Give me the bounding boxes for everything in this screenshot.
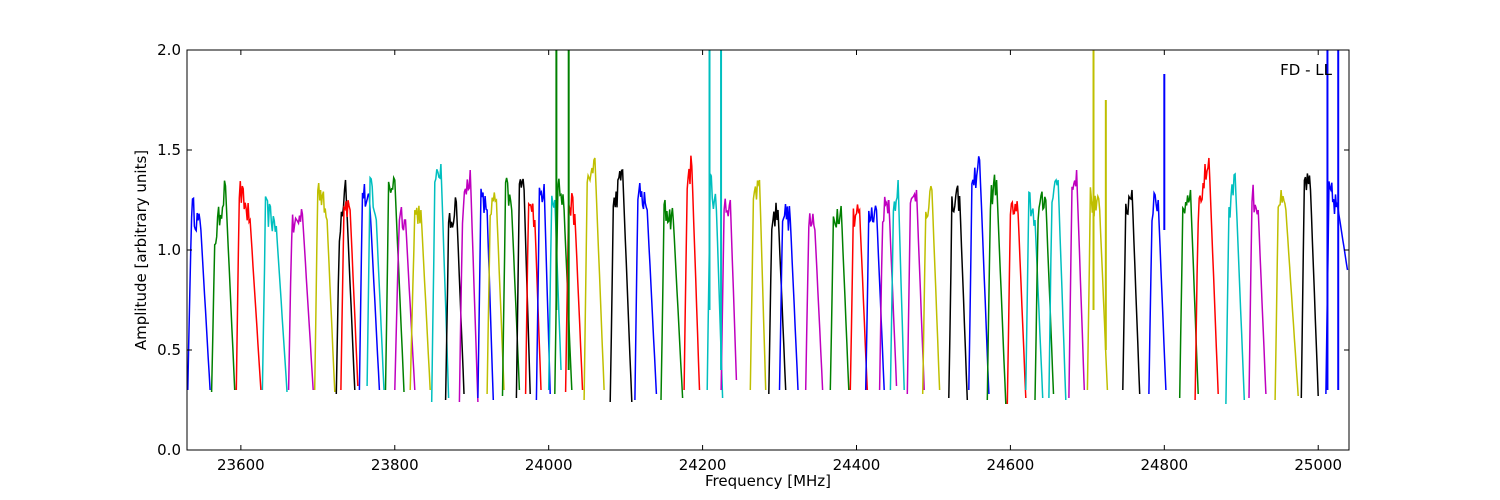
series-line-55 bbox=[1194, 157, 1219, 401]
x-axis-label: Frequency [MHz] bbox=[705, 472, 831, 490]
series-line-53 bbox=[1148, 190, 1167, 395]
series-line-22 bbox=[547, 195, 562, 391]
y-tick-label-3: 1.5 bbox=[157, 141, 181, 159]
series-line-17 bbox=[486, 192, 505, 395]
series-line-2 bbox=[235, 181, 262, 391]
y-tick-label-0: 0.0 bbox=[157, 441, 181, 459]
series-line-33 bbox=[768, 202, 787, 395]
x-tick-label-0: 23600 bbox=[217, 456, 265, 474]
series-line-12 bbox=[409, 205, 431, 391]
series-line-59 bbox=[1300, 173, 1319, 399]
series-line-29 bbox=[683, 155, 701, 391]
series-line-43 bbox=[948, 185, 969, 401]
series-line-45 bbox=[986, 174, 1007, 405]
series-line-25 bbox=[583, 157, 605, 401]
series-line-0 bbox=[187, 196, 211, 391]
series-line-5 bbox=[313, 183, 336, 393]
series-line-13 bbox=[430, 163, 450, 403]
series-line-57 bbox=[1248, 184, 1267, 399]
series-line-3 bbox=[261, 196, 288, 393]
series-line-39 bbox=[878, 196, 898, 391]
series-line-16 bbox=[477, 188, 495, 401]
series-line-60 bbox=[1325, 181, 1349, 395]
x-tick-label-2: 24000 bbox=[525, 456, 573, 474]
series-line-54 bbox=[1178, 189, 1199, 399]
x-tick-label-6: 24800 bbox=[1140, 456, 1188, 474]
series-line-47 bbox=[1025, 190, 1044, 399]
series-line-21 bbox=[535, 183, 551, 401]
x-tick-label-7: 25000 bbox=[1294, 456, 1342, 474]
series-line-34 bbox=[778, 204, 799, 391]
series-line-50 bbox=[1068, 169, 1086, 399]
annotation-label: FD - LL bbox=[1280, 61, 1332, 79]
x-tick-label-3: 24200 bbox=[679, 456, 727, 474]
series-line-51 bbox=[1086, 187, 1109, 391]
series-line-46 bbox=[1006, 199, 1027, 405]
tick-layer: 23600 23800 24000 24200 24400 24600 24800 25000… bbox=[157, 41, 1349, 474]
series-line-6 bbox=[335, 179, 356, 395]
x-tick-label-1: 23800 bbox=[371, 456, 419, 474]
series-line-35 bbox=[804, 213, 824, 391]
series-line-19 bbox=[515, 178, 531, 399]
series-line-44 bbox=[968, 156, 990, 395]
series-line-40 bbox=[889, 179, 905, 391]
series-line-52 bbox=[1122, 189, 1141, 395]
series-line-37 bbox=[849, 204, 869, 391]
series-line-7 bbox=[340, 200, 359, 391]
y-tick-label-1: 0.5 bbox=[157, 341, 181, 359]
series-line-15 bbox=[458, 169, 479, 403]
series-line-4 bbox=[287, 209, 314, 391]
y-tick-label-4: 2.0 bbox=[157, 41, 181, 59]
series-line-31 bbox=[720, 198, 738, 391]
series-layer bbox=[187, 50, 1349, 405]
series-line-32 bbox=[749, 179, 767, 391]
y-axis-label: Amplitude [arbitrary units] bbox=[132, 150, 150, 350]
series-line-27 bbox=[634, 183, 658, 401]
series-line-56 bbox=[1225, 172, 1246, 405]
series-line-42 bbox=[921, 185, 941, 395]
series-line-58 bbox=[1274, 190, 1299, 401]
series-line-28 bbox=[660, 199, 684, 401]
series-line-41 bbox=[906, 189, 925, 395]
series-line-9 bbox=[366, 175, 385, 391]
series-line-1 bbox=[210, 180, 236, 393]
x-tick-label-4: 24400 bbox=[833, 456, 881, 474]
x-tick-label-5: 24600 bbox=[987, 456, 1035, 474]
series-line-36 bbox=[829, 205, 850, 391]
y-tick-label-2: 1.0 bbox=[157, 241, 181, 259]
series-line-26 bbox=[609, 169, 633, 403]
series-line-49 bbox=[1048, 178, 1067, 401]
series-line-20 bbox=[524, 201, 542, 395]
series-line-10 bbox=[384, 174, 405, 393]
